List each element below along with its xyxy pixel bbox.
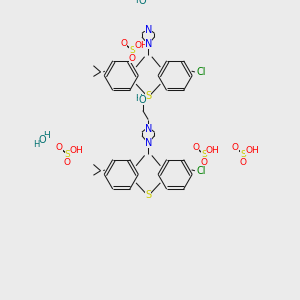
Text: S: S	[145, 190, 151, 200]
Text: O: O	[192, 143, 199, 152]
Text: O: O	[200, 158, 207, 167]
Text: O: O	[138, 0, 146, 6]
Text: O: O	[138, 95, 146, 105]
Text: Cl: Cl	[196, 166, 206, 176]
Text: H: H	[44, 131, 50, 140]
Text: OH: OH	[245, 146, 259, 154]
Text: OH: OH	[206, 146, 220, 154]
Text: O: O	[64, 158, 71, 167]
Text: N: N	[145, 138, 152, 148]
Text: S: S	[201, 150, 207, 159]
Text: N: N	[145, 124, 152, 134]
Text: O: O	[121, 39, 128, 48]
Text: H: H	[135, 0, 142, 5]
Text: N: N	[145, 25, 152, 35]
Text: N: N	[145, 39, 152, 49]
Text: O: O	[38, 135, 46, 145]
Text: H: H	[135, 94, 142, 103]
Text: O: O	[240, 158, 247, 167]
Text: OH: OH	[134, 41, 148, 50]
Text: H: H	[33, 140, 39, 149]
Text: S: S	[129, 46, 135, 55]
Text: OH: OH	[70, 146, 83, 154]
Text: O: O	[232, 143, 239, 152]
Text: O: O	[128, 54, 136, 63]
Text: Cl: Cl	[196, 67, 206, 77]
Text: S: S	[145, 91, 151, 101]
Text: S: S	[241, 150, 246, 159]
Text: S: S	[64, 150, 70, 159]
Text: O: O	[56, 143, 63, 152]
